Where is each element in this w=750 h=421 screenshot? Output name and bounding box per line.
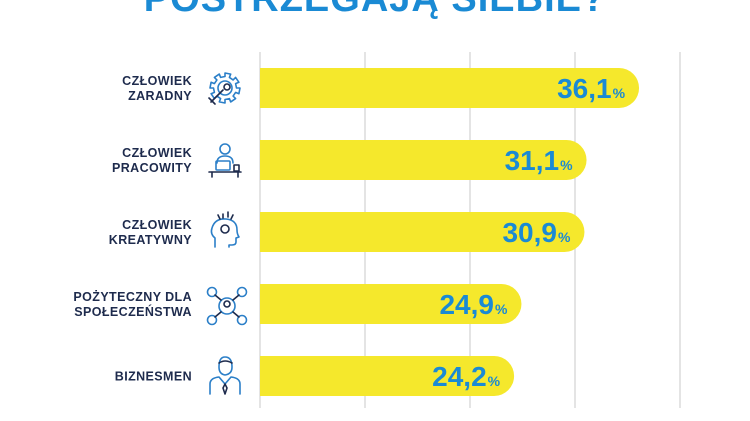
value-label: 31,1% bbox=[505, 145, 574, 176]
bar bbox=[260, 68, 640, 108]
value-label: 30,9% bbox=[502, 217, 571, 248]
bar bbox=[260, 356, 515, 397]
category-label: POŻYTECZNY DLA SPOŁECZEŃSTWA bbox=[73, 289, 192, 319]
chart-title: POSTRZEGAJĄ SIEBIE? bbox=[0, 0, 750, 21]
bar bbox=[260, 140, 587, 180]
bar bbox=[260, 212, 585, 252]
category-label: CZŁOWIEK ZARADNY bbox=[122, 74, 192, 103]
category-label: CZŁOWIEK PRACOWITY bbox=[112, 146, 192, 175]
gear-icon bbox=[208, 72, 241, 105]
worker-at-desk-icon bbox=[208, 143, 242, 178]
value-labels: 36,1% 31,1% 30,9% 24,9% 24,2% bbox=[432, 73, 625, 392]
network-people-icon bbox=[206, 286, 248, 326]
businessman-icon bbox=[209, 356, 241, 395]
category-label: CZŁOWIEK KREATYWNY bbox=[109, 218, 192, 247]
value-label: 36,1% bbox=[557, 73, 626, 104]
value-label: 24,2% bbox=[432, 361, 500, 392]
bar bbox=[260, 284, 522, 324]
value-label: 24,9% bbox=[439, 289, 508, 320]
category-labels: CZŁOWIEK ZARADNY CZŁOWIEK PRACOWITY CZŁOWIEK… bbox=[73, 74, 192, 384]
bars bbox=[260, 68, 640, 397]
category-icons bbox=[206, 72, 248, 395]
category-label: BIZNESMEN bbox=[115, 370, 192, 384]
creative-head-icon bbox=[210, 211, 240, 248]
